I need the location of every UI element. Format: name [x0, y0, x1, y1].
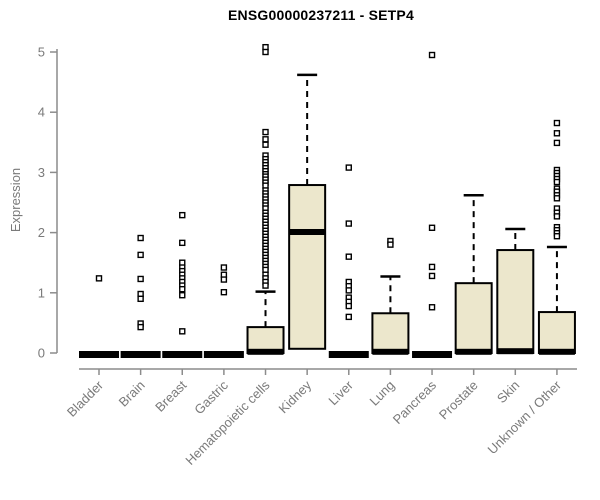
outlier-point	[179, 328, 186, 335]
x-tick-label: Gastric	[191, 377, 231, 417]
collapsed-box	[162, 351, 203, 358]
median-line	[289, 228, 326, 235]
outlier-point	[553, 119, 561, 127]
outlier-point	[345, 220, 352, 227]
median-line	[247, 348, 284, 355]
outlier-point	[262, 282, 269, 289]
outlier-point	[345, 302, 352, 310]
y-tick-label: 4	[38, 105, 45, 120]
median-line	[497, 348, 534, 355]
x-tick-label: Prostate	[436, 378, 481, 423]
box	[496, 249, 535, 354]
x-tick-label: Lung	[366, 378, 397, 409]
outlier-point	[428, 272, 436, 280]
x-tick-label: Liver	[325, 377, 356, 408]
outlier-point	[428, 224, 436, 231]
y-tick-label: 1	[38, 285, 45, 300]
outlier-point	[553, 178, 561, 186]
x-tick-label: Kidney	[276, 377, 315, 416]
x-tick-label: Breast	[152, 377, 189, 414]
collapsed-box	[412, 351, 453, 358]
box	[371, 312, 410, 355]
outlier-point	[553, 233, 561, 240]
outlier-point	[262, 128, 269, 136]
y-tick-label: 0	[38, 346, 45, 361]
collapsed-box	[328, 351, 369, 358]
outlier-point	[262, 48, 269, 56]
median-line	[538, 348, 575, 355]
y-tick-label: 3	[38, 165, 45, 180]
outlier-point	[428, 51, 436, 59]
outlier-point	[137, 275, 144, 283]
x-tick-label: Pancreas	[390, 377, 440, 427]
y-axis-label: Expression	[8, 167, 23, 233]
outlier-point	[179, 292, 186, 299]
outlier-point	[553, 139, 561, 147]
outlier-point	[137, 323, 144, 331]
x-tick-label: Brain	[116, 378, 148, 410]
collapsed-box	[203, 351, 244, 358]
outlier-point	[345, 253, 352, 260]
outlier-point	[137, 295, 144, 303]
y-tick-label: 2	[38, 225, 45, 240]
outlier-point	[345, 164, 352, 171]
collapsed-box	[120, 351, 161, 358]
outlier-point	[553, 195, 561, 202]
outlier-point	[137, 251, 144, 259]
outlier-point	[179, 285, 186, 293]
outlier-point	[179, 211, 186, 219]
outlier-point	[95, 275, 103, 282]
outlier-point	[137, 234, 144, 242]
outlier-point	[262, 136, 269, 143]
outlier-point	[553, 130, 561, 137]
outlier-point	[428, 304, 436, 311]
collapsed-box	[79, 351, 119, 358]
outlier-point	[345, 313, 352, 321]
box	[288, 184, 327, 350]
outlier-point	[553, 213, 561, 220]
median-line	[372, 348, 409, 355]
median-line	[455, 348, 492, 355]
box	[454, 282, 493, 354]
x-tick-label: Skin	[494, 378, 522, 406]
outlier-point	[387, 241, 394, 248]
outlier-point	[428, 263, 436, 271]
outlier-point	[262, 141, 269, 148]
x-tick-label: Bladder	[64, 377, 107, 420]
outlier-point	[179, 239, 186, 247]
y-tick-label: 5	[38, 45, 45, 60]
x-tick-label: Unknown / Other	[484, 377, 564, 457]
outlier-point	[220, 276, 228, 283]
chart-title: ENSG00000237211 - SETP4	[228, 7, 414, 23]
outlier-point	[220, 264, 228, 271]
outlier-point	[345, 287, 352, 294]
box	[537, 311, 576, 354]
outlier-point	[220, 288, 228, 296]
